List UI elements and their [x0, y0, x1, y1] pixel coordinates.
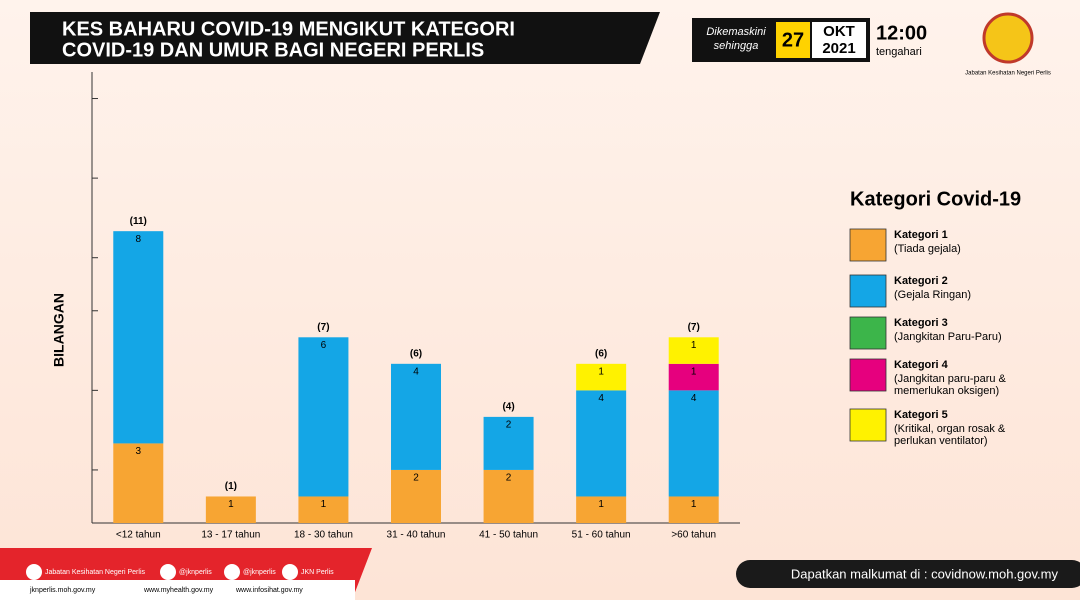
x-tick-label: <12 tahun: [116, 530, 161, 541]
legend-description: (Tiada gejala): [894, 243, 961, 255]
social-handle: @jknperlis: [243, 569, 276, 576]
social-icon: [160, 564, 176, 580]
legend-title: Kategori Covid-19: [850, 188, 1021, 210]
segment-label: 4: [413, 366, 419, 377]
segment-label: 1: [691, 340, 697, 351]
x-tick-label: 13 - 17 tahun: [201, 530, 260, 541]
y-axis-label: BILANGAN: [51, 293, 67, 367]
time-note: tengahari: [876, 46, 922, 58]
social-handle: Jabatan Kesihatan Negeri Perlis: [45, 569, 146, 576]
legend-name: Kategori 1: [894, 229, 948, 241]
total-label: (1): [225, 481, 237, 492]
segment-label: 1: [321, 499, 327, 510]
segment-label: 6: [321, 340, 327, 351]
segment-label: 1: [228, 499, 234, 510]
bar-segment: [576, 363, 627, 391]
website: jknperlis.moh.gov.my: [29, 587, 96, 594]
legend-description: (Jangkitan paru-paru &: [894, 373, 1007, 385]
bar-segment: [668, 496, 719, 523]
legend-description: (Kritikal, organ rosak &: [894, 423, 1006, 435]
legend-swatch: [849, 316, 887, 350]
legend-name: Kategori 5: [894, 409, 948, 421]
footer-web-bg: [0, 580, 355, 600]
x-tick-label: 41 - 50 tahun: [479, 530, 538, 541]
segment-label: 1: [598, 499, 604, 510]
day-box: [776, 22, 810, 58]
social-icon: [282, 564, 298, 580]
agency: Jabatan Kesihatan Negeri Perlis: [965, 71, 1051, 77]
segment-label: 1: [691, 366, 697, 377]
legend-description: perlukan ventilator): [894, 435, 988, 447]
bar-segment: [205, 496, 256, 523]
day: 27: [782, 29, 804, 51]
bar-segment: [113, 231, 164, 444]
legend-description: (Gejala Ringan): [894, 289, 971, 301]
bar-segment: [298, 337, 349, 497]
bar-segment: [576, 390, 627, 497]
time: 12:00: [876, 22, 927, 44]
segment-label: 2: [413, 473, 419, 484]
legend-swatch: [849, 358, 887, 392]
crest: [982, 12, 1034, 64]
month-box: [812, 22, 866, 58]
bar-segment: [668, 363, 719, 391]
total-label: (6): [595, 348, 607, 359]
bar-segment: [391, 469, 441, 523]
legend-swatch: [849, 408, 887, 442]
segment-label: 2: [506, 473, 512, 484]
bar-segment: [668, 337, 719, 364]
x-tick-label: >60 tahun: [671, 530, 716, 541]
bar-segment: [391, 363, 441, 470]
segment-label: 4: [691, 393, 697, 404]
title: COVID-19 DAN UMUR BAGI NEGERI PERLIS: [62, 39, 484, 61]
footer-info-bg: [736, 560, 1080, 588]
legend-swatch: [849, 274, 887, 308]
legend-description: memerlukan oksigen): [894, 385, 999, 397]
total-label: (6): [410, 348, 422, 359]
segment-label: 1: [691, 499, 697, 510]
x-tick-label: 51 - 60 tahun: [572, 530, 631, 541]
legend-name: Kategori 4: [894, 359, 949, 371]
bar-segment: [483, 469, 534, 523]
segment-label: 2: [506, 420, 512, 431]
footer-info: Dapatkan malkumat di : covidnow.moh.gov.…: [791, 566, 1059, 581]
segment-label: 1: [598, 366, 604, 377]
legend-swatch: [849, 228, 887, 262]
social-icon: [26, 564, 42, 580]
updated-label: sehingga: [714, 40, 759, 52]
total-label: (11): [130, 216, 147, 227]
bar-segment: [483, 416, 534, 470]
bar-segment: [298, 496, 349, 523]
website: www.myhealth.gov.my: [143, 587, 214, 594]
title-banner: [30, 12, 660, 64]
social-icon: [224, 564, 240, 580]
total-label: (7): [317, 322, 329, 333]
website: www.infosihat.gov.my: [235, 587, 303, 594]
title: KES BAHARU COVID-19 MENGIKUT KATEGORI: [62, 18, 515, 40]
social-handle: @jknperlis: [179, 569, 212, 576]
social-handle: JKN Perlis: [301, 569, 334, 576]
segment-label: 3: [136, 446, 142, 457]
legend-name: Kategori 2: [894, 275, 948, 287]
updated-label: Dikemaskini: [706, 26, 766, 38]
segment-label: 4: [598, 393, 604, 404]
year: 2021: [822, 40, 855, 57]
bar-segment: [668, 390, 719, 497]
bar-segment: [576, 496, 627, 523]
total-label: (4): [502, 402, 514, 413]
bar-segment: [113, 443, 164, 523]
month: OKT: [823, 23, 855, 40]
x-tick-label: 31 - 40 tahun: [387, 530, 446, 541]
x-tick-label: 18 - 30 tahun: [294, 530, 353, 541]
segment-label: 8: [136, 234, 142, 245]
legend-name: Kategori 3: [894, 317, 948, 329]
legend-description: (Jangkitan Paru-Paru): [894, 331, 1002, 343]
total-label: (7): [688, 322, 700, 333]
